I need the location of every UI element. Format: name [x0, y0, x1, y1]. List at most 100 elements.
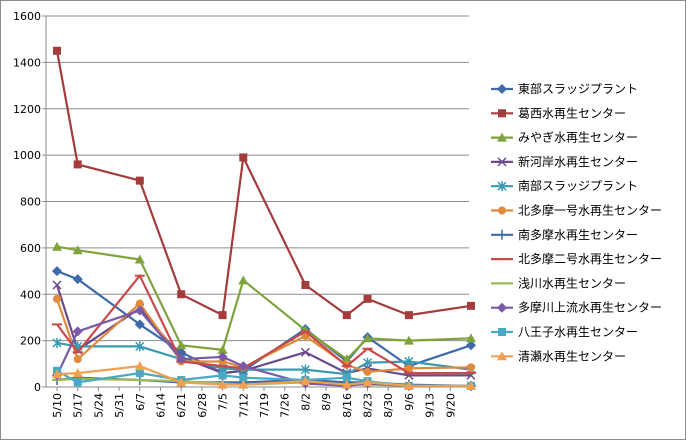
y-tick-label: 200: [20, 335, 41, 348]
data-point: [466, 333, 476, 343]
x-tick-label: 5/24: [92, 393, 105, 418]
legend-item: 八王子水再生センター: [491, 325, 638, 339]
data-point: [52, 337, 62, 348]
data-point: [342, 373, 351, 382]
data-point: [467, 301, 475, 310]
legend-item: 清瀬水再生センター: [491, 349, 626, 363]
data-point: [72, 368, 83, 378]
legend-marker: [498, 109, 506, 118]
legend-marker: [497, 181, 507, 192]
legend-label: 南多摩水再生センター: [518, 227, 638, 242]
legend-marker: [498, 328, 506, 336]
x-tick-label: 7/5: [217, 393, 230, 411]
legend-label: 新河岸水再生センター: [518, 154, 638, 169]
legend-item: みやぎ水再生センター: [491, 131, 638, 145]
data-point: [362, 333, 373, 343]
legend-marker: [498, 206, 506, 215]
x-axis-ticks: 5/10 5/17 5/24 5/31 6/7 6/14 6/21 6/28 7/5 7/12 7/…: [51, 387, 457, 418]
data-point: [134, 361, 145, 371]
y-tick-label: 400: [20, 288, 41, 301]
series-12: [52, 361, 476, 390]
legend-item: 東部スラッジプラント: [491, 81, 638, 96]
legend-item: 南多摩水再生センター: [491, 227, 638, 242]
data-point: [362, 377, 373, 387]
data-point: [466, 380, 476, 390]
x-tick-label: 6/28: [196, 393, 209, 418]
x-tick-label: 6/7: [134, 393, 147, 411]
y-tick-label: 1000: [13, 149, 41, 162]
y-tick-label: 1200: [13, 103, 41, 116]
data-point: [341, 379, 352, 389]
legend-label: 南部スラッジプラント: [518, 178, 638, 193]
legend-item: 北多摩二号水再生センター: [491, 251, 662, 266]
x-tick-label: 8/2: [299, 393, 312, 411]
data-point: [134, 305, 145, 316]
data-point: [52, 369, 62, 379]
data-point: [218, 311, 227, 320]
data-point: [404, 364, 413, 373]
grid: [46, 15, 469, 342]
data-point: [73, 160, 82, 169]
data-point: [403, 335, 414, 345]
data-point: [52, 266, 62, 277]
data-point: [301, 280, 310, 289]
data-point: [134, 319, 145, 330]
data-point: [238, 275, 249, 285]
legend-marker: [497, 157, 507, 167]
series-2: [53, 46, 475, 320]
x-tick-label: 9/6: [403, 393, 416, 411]
y-tick-label: 600: [20, 242, 41, 255]
data-point: [404, 311, 413, 320]
x-tick-label: 5/10: [51, 393, 64, 418]
legend-item: 多摩川上流水再生センター: [491, 300, 662, 315]
data-point: [363, 367, 372, 376]
data-point: [73, 378, 82, 387]
data-point: [135, 369, 144, 378]
data-point: [135, 299, 144, 308]
legend-item: 南部スラッジプラント: [491, 178, 638, 193]
legend-label: 清瀬水再生センター: [518, 349, 626, 363]
data-point: [217, 351, 228, 362]
legend-marker: [497, 84, 507, 94]
legend-label: 葛西水再生センター: [518, 106, 626, 120]
data-point: [362, 357, 373, 368]
data-point: [467, 363, 475, 372]
legend-marker: [497, 132, 507, 142]
data-point: [72, 326, 83, 337]
x-tick-label: 8/30: [382, 393, 395, 418]
series-line: [55, 50, 472, 317]
x-tick-label: 8/16: [341, 393, 354, 418]
legend-marker: [497, 302, 507, 313]
legend-label: みやぎ水再生センター: [518, 131, 638, 145]
data-point: [363, 294, 372, 303]
legend-marker: [497, 351, 507, 361]
data-point: [53, 294, 61, 303]
legend-label: 北多摩二号水再生センター: [518, 251, 662, 266]
data-point: [52, 280, 62, 290]
data-point: [300, 347, 310, 357]
data-point: [341, 354, 352, 364]
x-tick-label: 6/21: [175, 393, 188, 418]
legend-marker: [497, 229, 507, 240]
series-group: [52, 46, 476, 391]
y-tick-label: 800: [20, 196, 41, 209]
data-point: [134, 254, 145, 264]
y-tick-label: 0: [34, 381, 41, 394]
data-point: [176, 377, 187, 387]
data-point: [217, 344, 228, 354]
data-point: [73, 355, 82, 364]
data-point: [217, 379, 228, 389]
legend-label: 多摩川上流水再生センター: [518, 300, 662, 315]
data-point: [238, 379, 249, 389]
x-tick-label: 9/20: [444, 393, 457, 418]
data-point: [218, 371, 227, 380]
data-point: [72, 274, 83, 285]
legend-label: 北多摩一号水再生センター: [518, 203, 662, 218]
data-point: [238, 361, 249, 372]
data-point: [176, 354, 187, 365]
legend-label: 浅川水再生センター: [518, 276, 626, 290]
data-point: [177, 290, 186, 299]
data-point: [53, 46, 61, 55]
data-point: [403, 380, 414, 390]
